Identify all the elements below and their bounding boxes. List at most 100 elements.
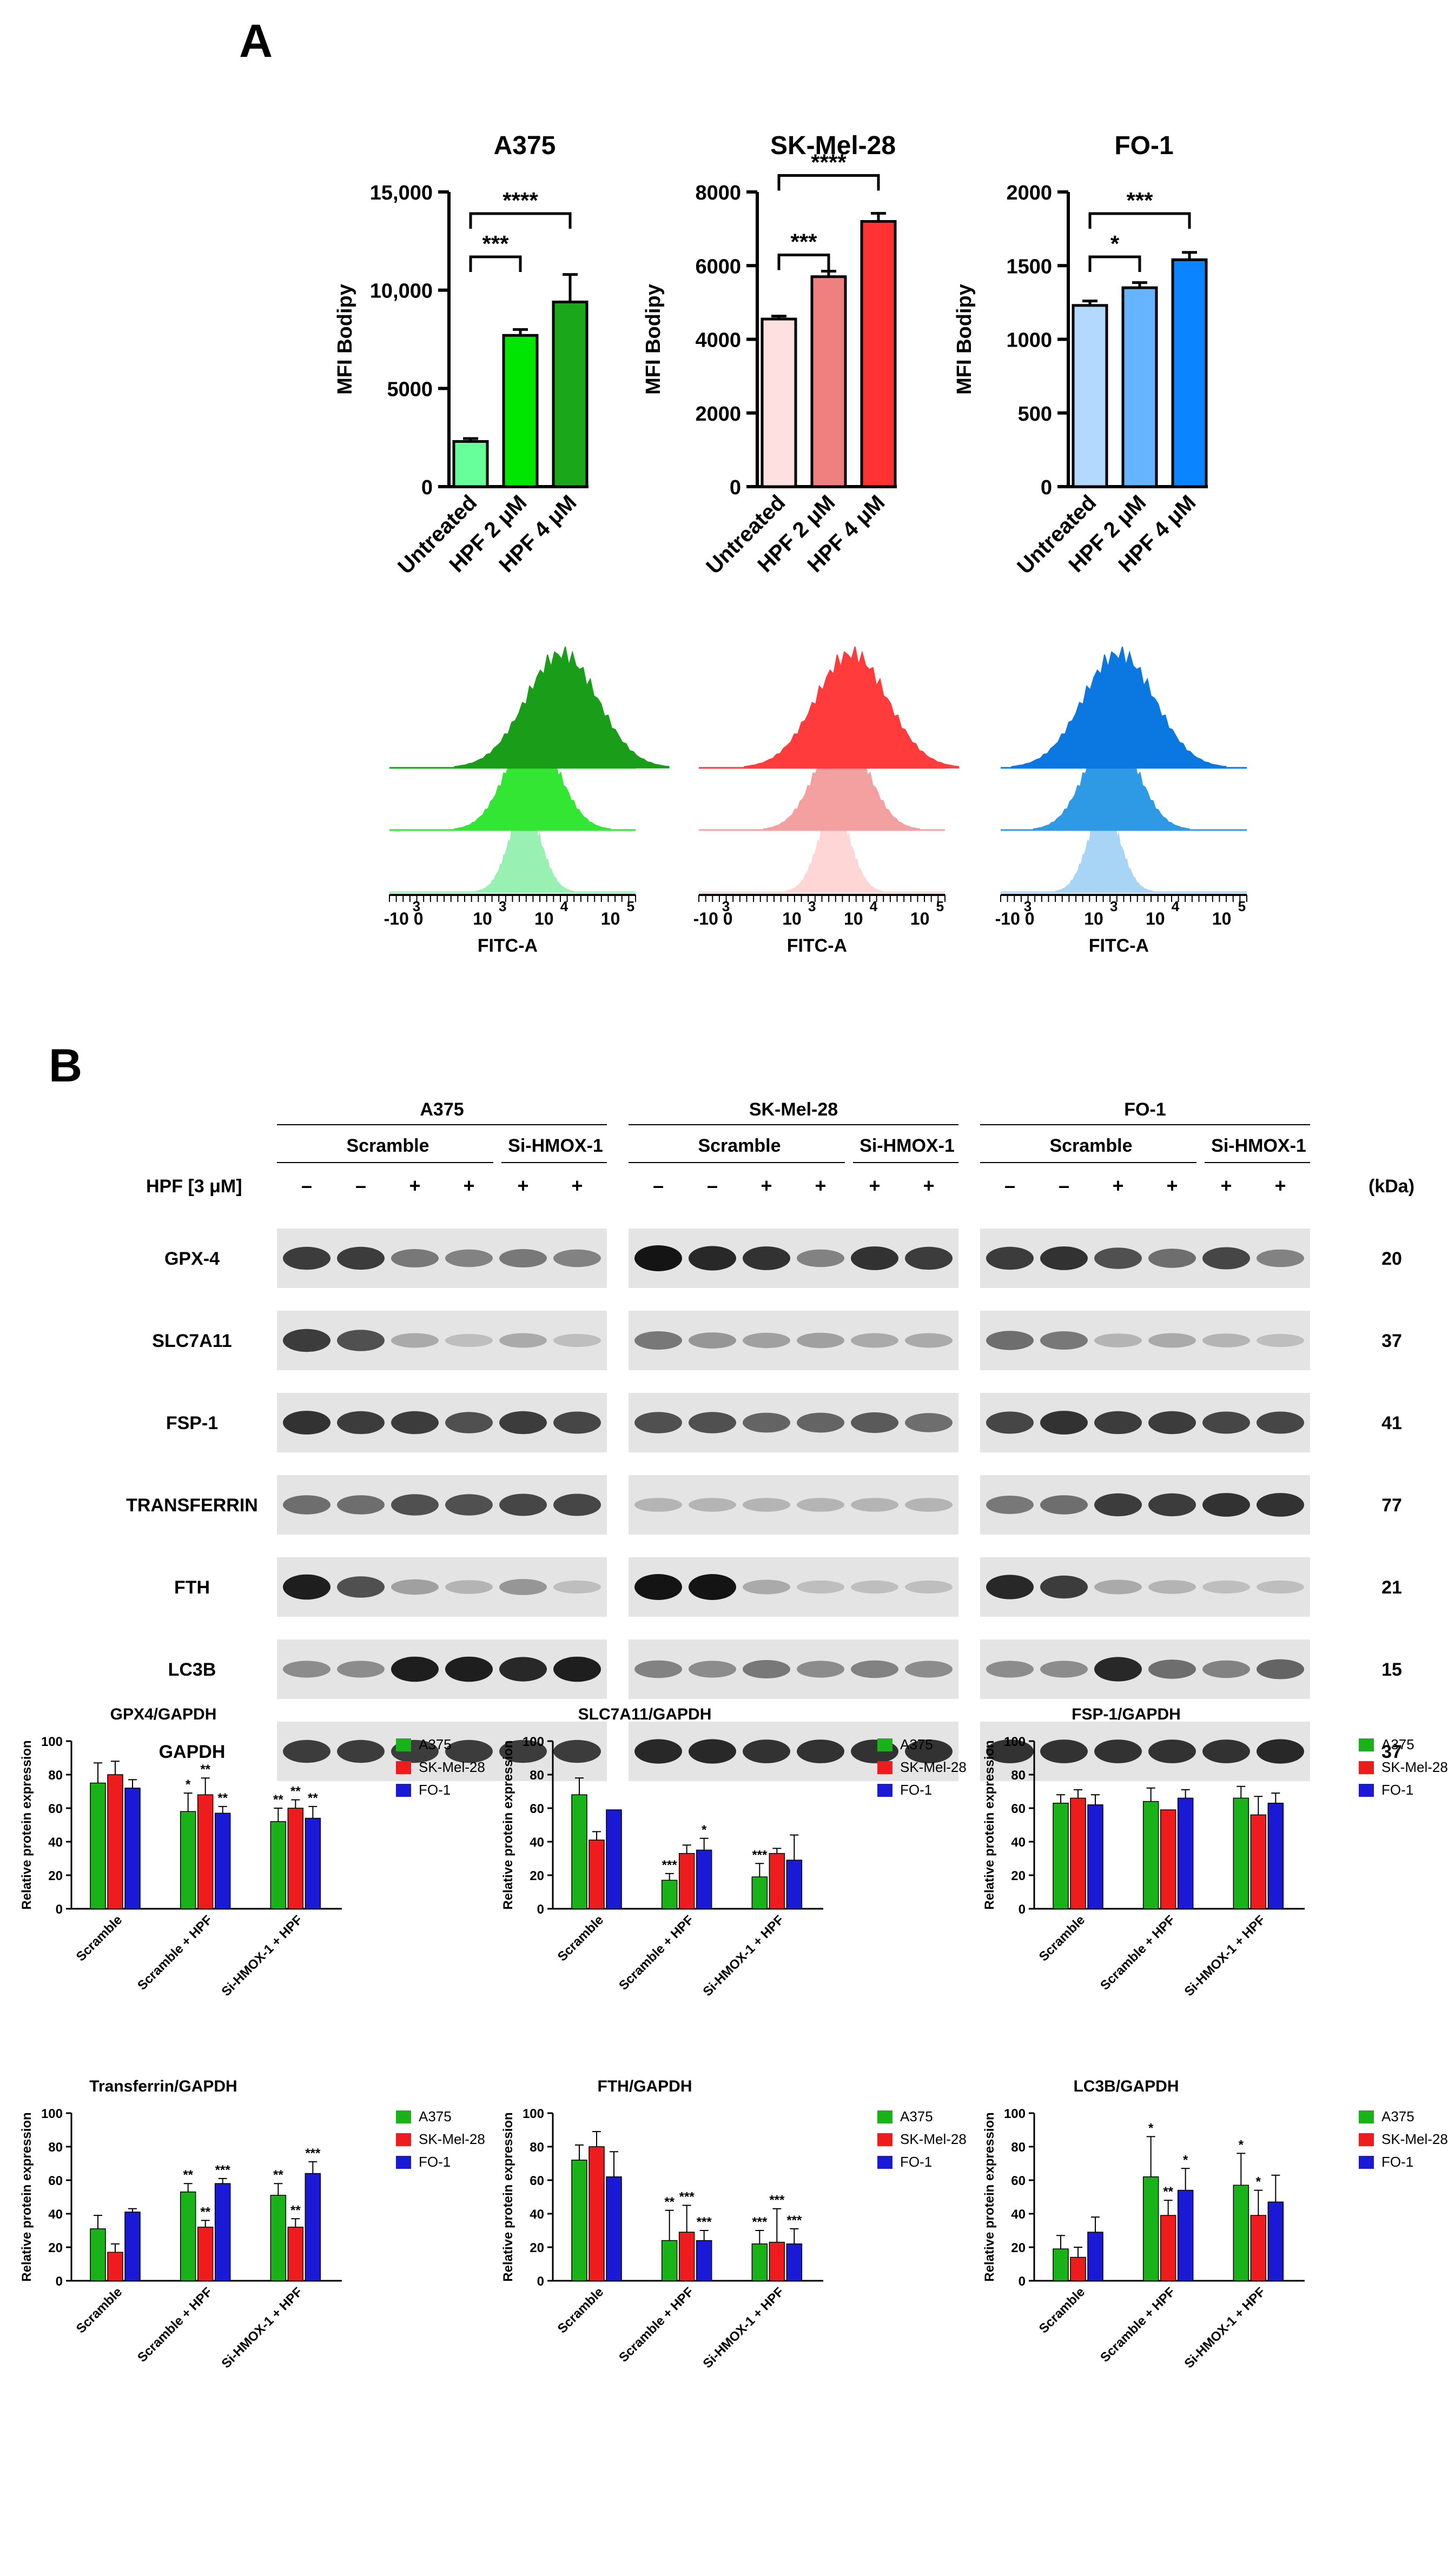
quant-y-tick-label: 100 xyxy=(523,2107,544,2121)
quant-chart-title: SLC7A11/GAPDH xyxy=(578,1705,712,1723)
quant-bar xyxy=(287,1808,304,1909)
histogram-curve xyxy=(744,646,960,768)
bar xyxy=(860,220,897,488)
legend-label: A375 xyxy=(900,2108,933,2124)
legend-swatch xyxy=(877,1738,892,1751)
blot-band xyxy=(337,1576,385,1598)
quant-bar xyxy=(180,1811,196,1909)
blot-band xyxy=(553,1493,601,1516)
blot-band xyxy=(1148,1740,1196,1763)
blot-band xyxy=(743,1740,790,1763)
blot-band xyxy=(986,1661,1034,1678)
blot-band xyxy=(634,1739,682,1764)
y-tick-label: 0 xyxy=(421,476,433,499)
blot-band xyxy=(1148,1580,1196,1594)
quant-y-label: Relative protein expression xyxy=(982,2112,997,2281)
quant-significance: *** xyxy=(752,2215,768,2229)
blot-band xyxy=(283,1329,330,1352)
quant-bar xyxy=(1250,2215,1267,2281)
hpf-sign: + xyxy=(815,1174,826,1197)
quant-x-tick-label: Scramble xyxy=(74,1913,125,1964)
quant-y-tick-label: 100 xyxy=(41,1735,63,1749)
group-label-si-hmox-1: Si-HMOX-1 xyxy=(508,1136,603,1156)
blot-band xyxy=(445,1580,493,1594)
significance-label: **** xyxy=(502,188,538,213)
legend-label: FO-1 xyxy=(900,1782,932,1798)
quant-bar xyxy=(571,1794,587,1909)
y-tick-label: 2000 xyxy=(1006,182,1052,204)
quant-significance: ** xyxy=(273,1792,283,1807)
blot-band xyxy=(1094,1247,1142,1269)
quant-significance: * xyxy=(1183,2153,1188,2167)
histogram-tick-exponent: 3 xyxy=(722,898,730,914)
blot-band xyxy=(391,1579,439,1595)
blot-band xyxy=(337,1661,385,1678)
quant-y-tick-label: 0 xyxy=(56,2274,63,2289)
legend-swatch xyxy=(877,1761,892,1774)
quant-bar xyxy=(696,2240,712,2281)
histogram-curve xyxy=(454,646,670,768)
blot-strip xyxy=(629,1311,958,1370)
quant-bar xyxy=(751,1876,768,1909)
group-label-scramble: Scramble xyxy=(698,1136,781,1156)
quant-chart-5: LC3B/GAPDH Relative protein expression 0 20… xyxy=(982,2077,1448,2371)
blot-band xyxy=(337,1330,385,1351)
histogram-tick-exponent: 3 xyxy=(1024,898,1032,914)
bar xyxy=(761,317,797,488)
quant-bar xyxy=(661,1880,678,1909)
blot-band xyxy=(283,1574,330,1600)
blot-band xyxy=(553,1740,601,1763)
y-tick-label: 500 xyxy=(1018,403,1052,426)
chart-title: FO-1 xyxy=(1114,131,1173,160)
quant-x-tick-label: Si-HMOX-1 + HPF xyxy=(700,2285,787,2371)
blot-band xyxy=(391,1656,439,1682)
quant-bar xyxy=(696,1849,712,1909)
legend-label: FO-1 xyxy=(419,2154,451,2170)
quant-y-tick-label: 100 xyxy=(1004,1735,1026,1749)
quant-x-tick-label: Si-HMOX-1 + HPF xyxy=(219,2285,306,2371)
quant-significance: *** xyxy=(786,2213,802,2228)
blot-strip xyxy=(980,1722,1310,1781)
quant-x-tick-label: Scramble + HPF xyxy=(616,1913,697,1993)
quant-significance: ** xyxy=(308,1791,318,1805)
kda-value: 20 xyxy=(1381,1249,1402,1269)
quant-significance: *** xyxy=(752,1848,768,1862)
significance-label: *** xyxy=(482,231,509,256)
quant-x-tick-label: Si-HMOX-1 + HPF xyxy=(219,1913,306,1999)
quant-x-tick-label: Scramble xyxy=(555,1913,607,1964)
quant-bar xyxy=(678,2232,695,2281)
blot-band xyxy=(337,1246,385,1270)
bar xyxy=(452,440,489,488)
chart-title: SK-Mel-28 xyxy=(770,131,896,160)
significance-label: * xyxy=(1110,231,1120,256)
blot-band xyxy=(689,1332,736,1349)
y-tick-label: 1500 xyxy=(1006,255,1052,278)
western-blot: A375 Scramble Si-HMOX-1 – – + + + + SK-Mel-28 Scra… xyxy=(126,1099,1414,1781)
protein-label: SLC7A11 xyxy=(152,1331,232,1351)
histogram-tick-label: 10 xyxy=(1146,909,1165,928)
bar xyxy=(1072,304,1108,488)
quant-bar xyxy=(606,1809,622,1909)
histogram-tick-label: 0 xyxy=(414,909,424,928)
quantification-charts: GPX4/GAPDH Relative protein expression 0 20… xyxy=(19,1705,1448,2371)
quant-bar xyxy=(606,2176,622,2281)
chart-title: A375 xyxy=(494,131,556,160)
histogram-tick-label: -10 xyxy=(995,909,1020,928)
hpf-sign: – xyxy=(707,1174,718,1197)
kda-value: 77 xyxy=(1381,1495,1402,1516)
blot-strip xyxy=(277,1311,607,1370)
blot-band xyxy=(797,1740,844,1763)
histogram-tick-label: 0 xyxy=(723,909,733,928)
quant-y-tick-label: 60 xyxy=(530,2174,544,2188)
group-label-scramble: Scramble xyxy=(346,1136,429,1156)
histogram-tick-exponent: 4 xyxy=(1172,898,1180,914)
quant-bar xyxy=(214,1813,231,1909)
quant-y-tick-label: 20 xyxy=(1011,2241,1026,2255)
panel-a-label: A xyxy=(239,15,273,67)
blot-strip xyxy=(629,1722,958,1781)
blot-band xyxy=(1202,1247,1250,1270)
legend-swatch xyxy=(1359,1784,1374,1797)
blot-band xyxy=(337,1495,385,1515)
y-tick-label: 5000 xyxy=(387,378,433,401)
